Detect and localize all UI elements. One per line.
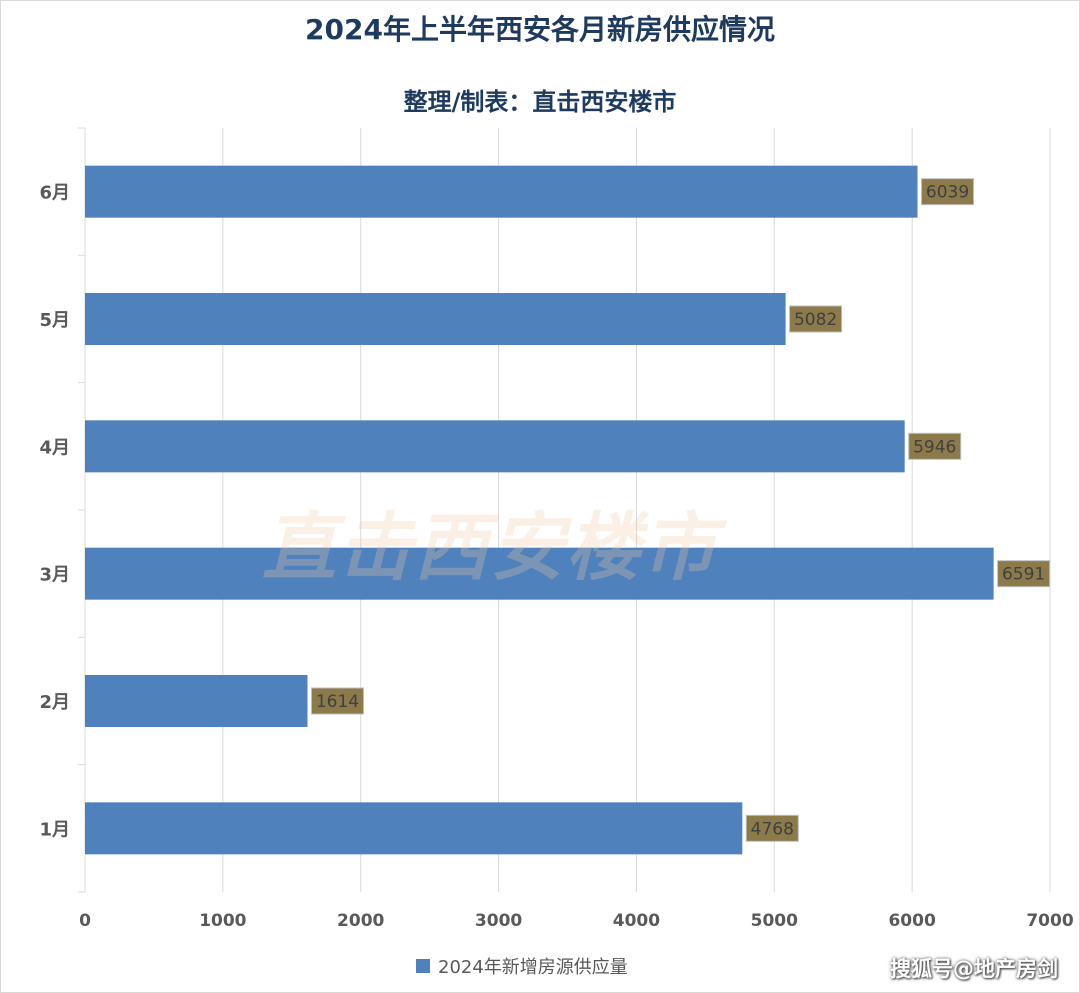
data-label: 5082 [794, 310, 837, 330]
chart-title: 2024年上半年西安各月新房供应情况 [305, 13, 775, 46]
data-label: 6039 [926, 183, 969, 203]
x-tick-label: 4000 [613, 911, 660, 931]
category-label: 5月 [39, 310, 70, 331]
data-label-box [921, 178, 975, 206]
data-label-box [908, 432, 962, 460]
category-label: 1月 [39, 819, 70, 840]
bar [85, 165, 918, 218]
category-label: 4月 [39, 437, 70, 458]
x-tick-label: 0 [79, 911, 91, 931]
legend: 2024年新增房源供应量 [416, 953, 628, 979]
data-label: 6591 [1002, 565, 1045, 585]
chart-subtitle: 整理/制表：直击西安楼市 [403, 88, 677, 116]
x-tick-label: 5000 [751, 911, 798, 931]
bar [85, 293, 786, 345]
data-label: 4768 [751, 819, 794, 839]
category-label: 3月 [39, 565, 70, 586]
bar [85, 547, 994, 600]
bar [85, 802, 743, 855]
data-label: 5946 [913, 437, 956, 457]
data-label: 1614 [316, 692, 359, 712]
legend-label: 2024年新增房源供应量 [438, 957, 628, 978]
x-tick-label: 7000 [1026, 911, 1073, 931]
data-label-box [789, 305, 843, 333]
category-label: 2月 [39, 692, 70, 713]
x-tick-label: 6000 [888, 911, 935, 931]
x-tick-label: 2000 [337, 911, 384, 931]
data-label-box [311, 687, 365, 715]
bar [85, 420, 905, 473]
data-label-box [997, 560, 1051, 588]
watermark-text: 直击西安楼市 [262, 505, 718, 591]
bar [85, 675, 308, 727]
data-label-box [745, 814, 799, 842]
category-label: 6月 [39, 183, 70, 204]
x-tick-label: 3000 [475, 911, 522, 931]
source-credit: 搜狐号@地产房剑 [890, 957, 1058, 981]
legend-swatch [416, 959, 430, 973]
x-tick-label: 1000 [199, 911, 246, 931]
